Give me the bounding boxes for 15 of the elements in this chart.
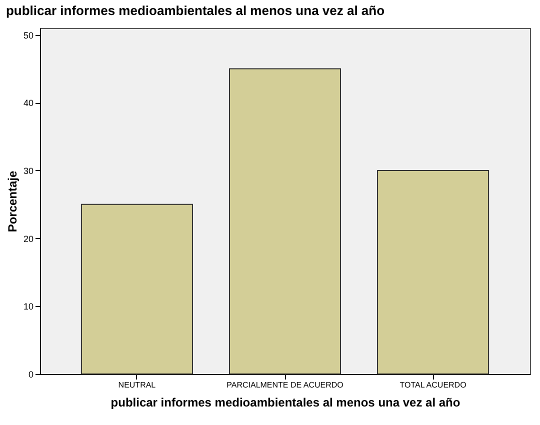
y-tick-label: 20 <box>23 234 34 244</box>
y-tick-label: 10 <box>23 302 34 312</box>
bar <box>377 170 490 374</box>
x-tick-label: PARCIALMENTE DE ACUERDO <box>226 380 344 390</box>
y-tick-label: 30 <box>23 166 34 176</box>
x-tick-label: NEUTRAL <box>118 380 156 390</box>
bar <box>228 68 342 374</box>
bar <box>80 204 193 374</box>
x-tick-label: TOTAL ACUERDO <box>400 380 466 390</box>
chart-title: publicar informes medioambientales al menos una vez al año <box>6 3 385 18</box>
x-axis-title: publicar informes medioambientales al menos una vez al año <box>110 396 460 410</box>
y-axis-title: Porcentaje <box>5 170 20 232</box>
y-tick-label: 40 <box>23 98 34 108</box>
y-tick-label: 0 <box>28 370 34 380</box>
y-tick-label: 50 <box>23 30 34 40</box>
